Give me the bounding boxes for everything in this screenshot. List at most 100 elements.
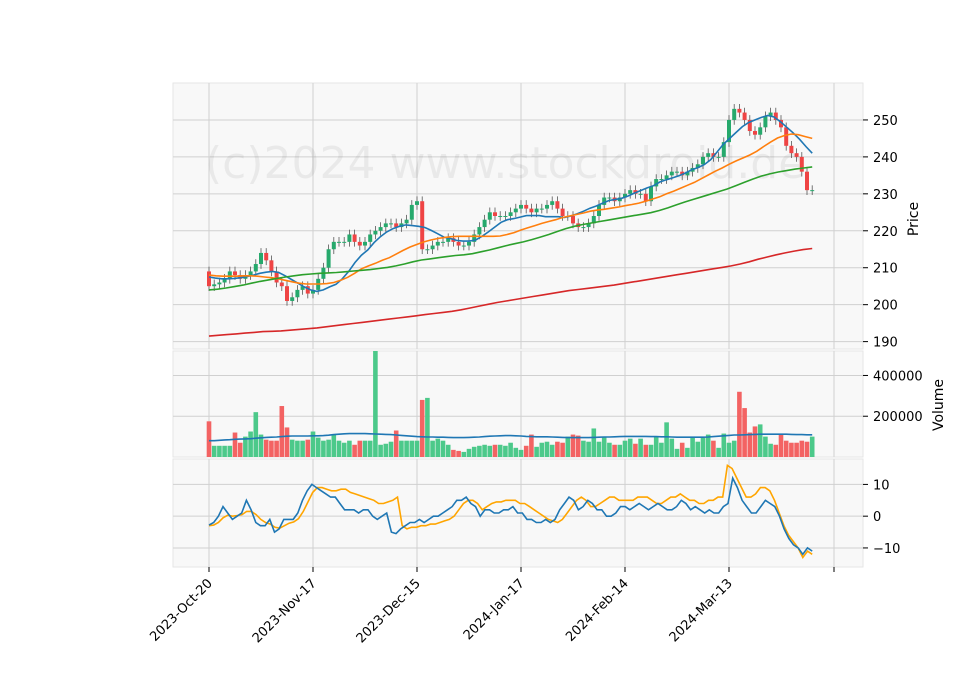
candle-body <box>435 241 440 246</box>
y-tick-label: 220 <box>873 225 898 240</box>
volume-bar <box>279 406 285 457</box>
candle-body <box>779 119 783 128</box>
volume-bar <box>799 440 805 457</box>
price-panel <box>172 82 864 350</box>
volume-bar <box>752 426 758 457</box>
candle-body <box>659 179 664 181</box>
volume-bar <box>461 451 467 457</box>
candle-body <box>586 223 591 228</box>
volume-bar <box>570 434 576 457</box>
volume-bar <box>508 442 513 457</box>
candle-body <box>305 286 310 294</box>
volume-bar <box>711 440 716 457</box>
volume-bar <box>211 445 217 457</box>
y-tick-label: 230 <box>873 188 898 203</box>
sma200-line <box>208 247 813 337</box>
volume-bar <box>809 436 815 457</box>
volume-bar <box>716 447 721 457</box>
volume-bar <box>523 445 529 457</box>
volume-bar <box>336 440 342 457</box>
volume-bar <box>586 441 591 457</box>
volume-bar <box>560 442 565 457</box>
volume-bar <box>638 438 643 457</box>
x-tick-label: 2024-Mar-13 <box>667 576 736 645</box>
volume-bar <box>269 440 274 457</box>
volume-bar <box>664 422 669 457</box>
volume-bar <box>383 443 389 457</box>
candle-body <box>529 208 534 213</box>
candle-body <box>701 156 705 165</box>
volume-bar <box>367 440 373 457</box>
candle-body <box>706 153 711 157</box>
y-tick-label: 190 <box>873 336 898 351</box>
candle-body <box>669 171 674 176</box>
candle-body <box>482 219 487 228</box>
candle-body <box>295 289 300 298</box>
candle-body <box>638 193 643 195</box>
price-axis-label: Price <box>906 202 922 236</box>
candle-body <box>591 216 596 224</box>
candle-body <box>394 223 399 228</box>
volume-bar <box>440 440 446 457</box>
sma50-line <box>208 166 813 291</box>
sma20-line <box>208 133 813 285</box>
y-tick-label: 10 <box>873 478 890 493</box>
volume-bar <box>243 436 248 457</box>
volume-bar <box>705 434 711 457</box>
volume-bar <box>747 432 753 457</box>
candle-body <box>794 153 799 157</box>
volume-bar <box>497 444 503 457</box>
volume-bar <box>690 436 695 457</box>
candle-body <box>342 241 347 243</box>
candle-body <box>607 197 612 199</box>
volume-bar <box>414 440 420 457</box>
volume-bar <box>445 444 451 457</box>
candle-body <box>711 153 716 157</box>
volume-bar <box>757 424 763 457</box>
candle-body <box>737 108 742 113</box>
candle-body <box>337 241 341 243</box>
volume-bar <box>300 440 305 457</box>
volume-bar <box>633 443 638 457</box>
candle-body <box>810 190 815 192</box>
volume-bar <box>430 440 435 457</box>
candle-body <box>664 175 669 180</box>
candle-body <box>253 264 258 272</box>
volume-bar <box>451 449 456 457</box>
oscillator-line <box>208 475 813 556</box>
volume-bar <box>326 439 331 457</box>
volume-bar <box>222 445 227 457</box>
candle-body <box>368 234 373 242</box>
candle-body <box>768 112 773 117</box>
candle-body <box>207 271 211 287</box>
volume-bar <box>321 440 326 457</box>
candle-body <box>274 271 279 283</box>
candle-body <box>456 241 461 246</box>
candle-body <box>545 204 549 209</box>
candle-body <box>430 245 435 250</box>
volume-bar <box>549 444 555 457</box>
candle-body <box>628 190 633 194</box>
x-tick-label: 2024-Jan-17 <box>461 576 528 643</box>
candle-body <box>581 227 586 229</box>
candle-body <box>519 204 523 209</box>
x-tick-label: 2024-Feb-14 <box>563 576 632 645</box>
candle-body <box>789 145 794 154</box>
volume-bar <box>352 444 357 457</box>
volume-bar <box>804 441 810 457</box>
volume-bar <box>555 441 560 457</box>
volume-bar <box>768 443 773 457</box>
volume-bar <box>347 440 352 457</box>
volume-bar <box>721 433 727 457</box>
volume-bar <box>503 445 508 457</box>
volume-bar <box>295 440 300 457</box>
candle-body <box>649 186 653 202</box>
x-tick-label: 2023-Oct-20 <box>147 576 215 644</box>
volume-bar <box>373 351 378 457</box>
candle-body <box>357 241 362 246</box>
candle-body <box>534 208 539 213</box>
y-tick-label: 200000 <box>873 410 923 425</box>
volume-bar <box>731 440 737 457</box>
volume-bar <box>700 437 706 457</box>
